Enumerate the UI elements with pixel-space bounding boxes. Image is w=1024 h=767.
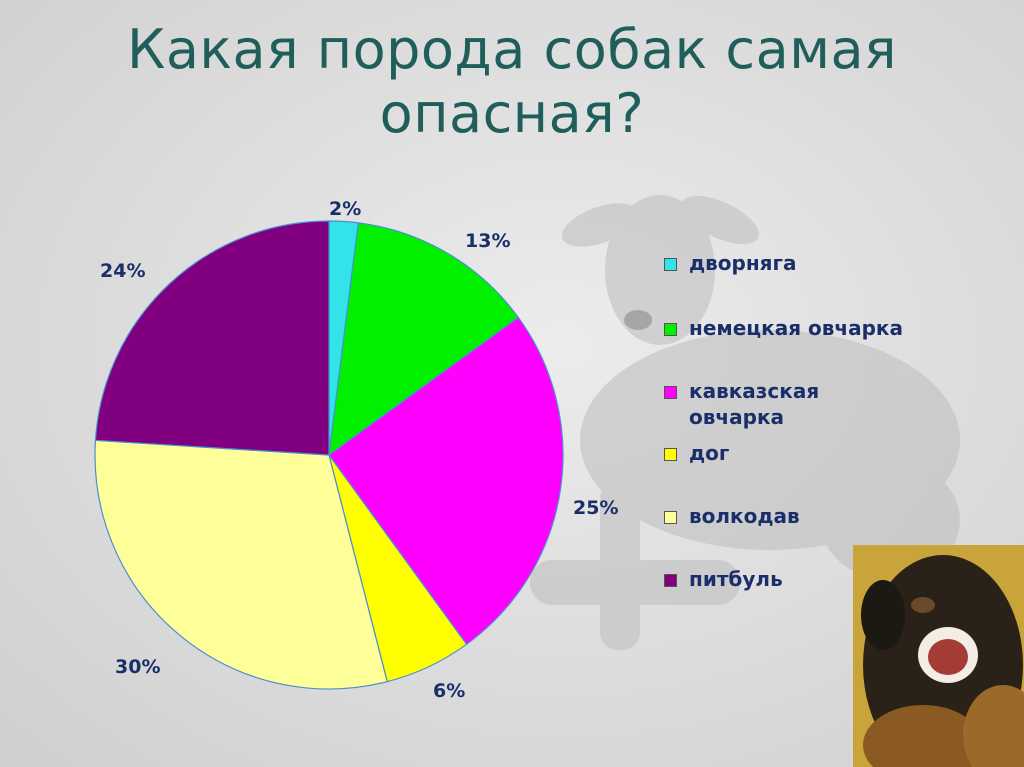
slice-percent-label: 24% [100, 260, 146, 282]
angry-dog-photo [853, 545, 1024, 767]
pie-slice-6 [94, 220, 330, 456]
pie-slice-2 [328, 222, 520, 457]
angry-dog-image [853, 545, 1024, 767]
legend-swatch [664, 511, 677, 524]
legend-swatch [664, 386, 677, 399]
page-title: Какая порода собак самая опасная? [126, 18, 898, 145]
pie-slice-5 [94, 439, 388, 690]
background-dog-image [530, 195, 960, 650]
legend-item: дворняга [664, 250, 796, 276]
slice-percent-label: 30% [115, 656, 161, 678]
legend-swatch [664, 574, 677, 587]
legend-label: питбуль [689, 567, 783, 591]
legend-item: немецкая овчарка [664, 315, 903, 341]
legend-item: кавказская овчарка [664, 378, 879, 430]
slice-percent-label: 25% [573, 497, 619, 519]
legend-label: дог [689, 441, 730, 465]
legend-swatch [664, 323, 677, 336]
legend-item: питбуль [664, 566, 783, 592]
legend-item: волкодав [664, 503, 800, 529]
legend-item: дог [664, 440, 729, 466]
slice-percent-label: 6% [433, 680, 466, 702]
legend-label: дворняга [689, 251, 797, 275]
legend-label: немецкая овчарка [689, 316, 904, 340]
legend-label: кавказская овчарка [689, 379, 820, 429]
slice-percent-label: 2% [329, 198, 362, 220]
legend-label: волкодав [689, 504, 800, 528]
legend-swatch [664, 448, 677, 461]
legend-swatch [664, 258, 677, 271]
pie-slice-3 [328, 316, 564, 646]
slice-percent-label: 13% [465, 230, 511, 252]
